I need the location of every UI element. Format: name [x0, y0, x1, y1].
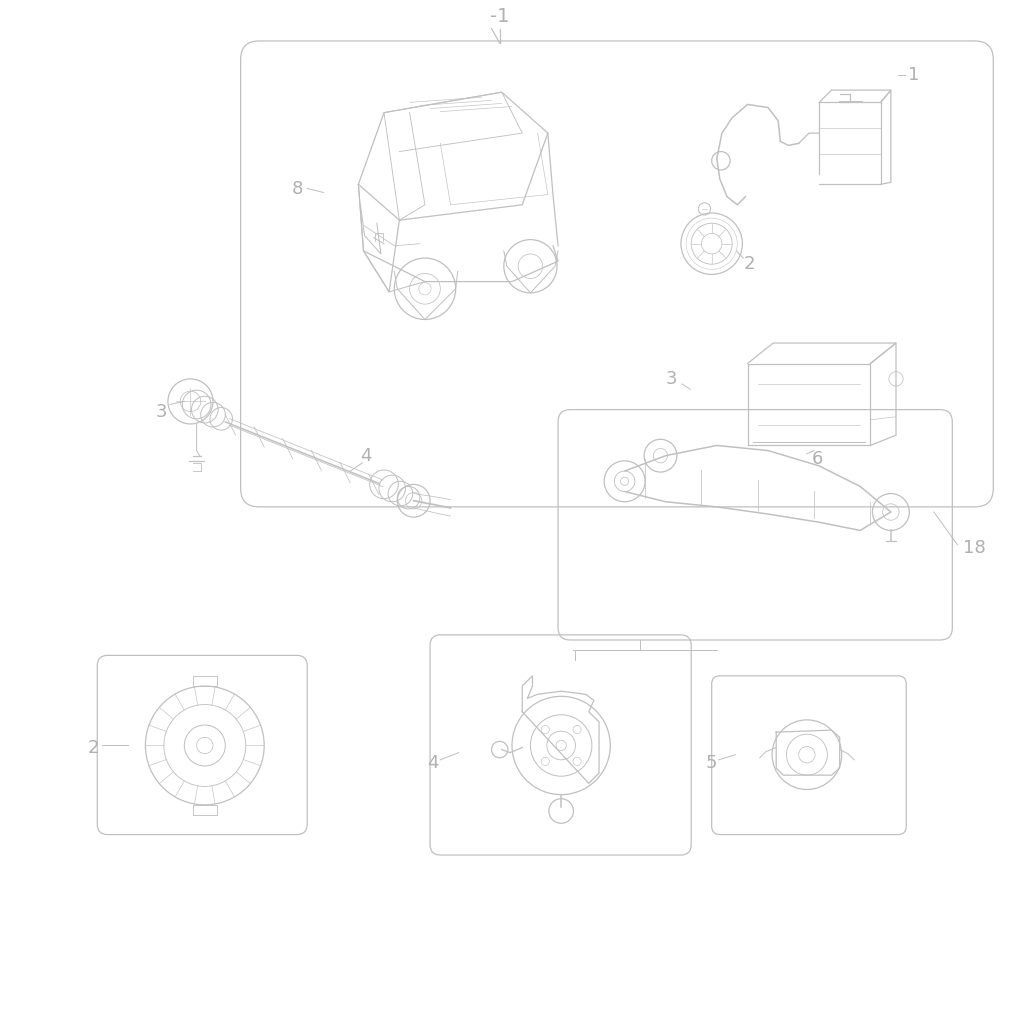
Text: 2: 2 — [743, 255, 755, 273]
Text: 3: 3 — [156, 402, 167, 421]
Text: 5: 5 — [706, 754, 717, 772]
Text: 2: 2 — [88, 738, 99, 757]
Text: 6: 6 — [812, 450, 823, 468]
Text: 4: 4 — [427, 754, 438, 772]
Text: 1: 1 — [908, 66, 920, 84]
Text: 8: 8 — [292, 180, 303, 199]
Text: 4: 4 — [360, 446, 372, 465]
Text: -1: -1 — [489, 6, 510, 26]
Text: 3: 3 — [666, 370, 677, 388]
Text: 18: 18 — [963, 539, 985, 557]
